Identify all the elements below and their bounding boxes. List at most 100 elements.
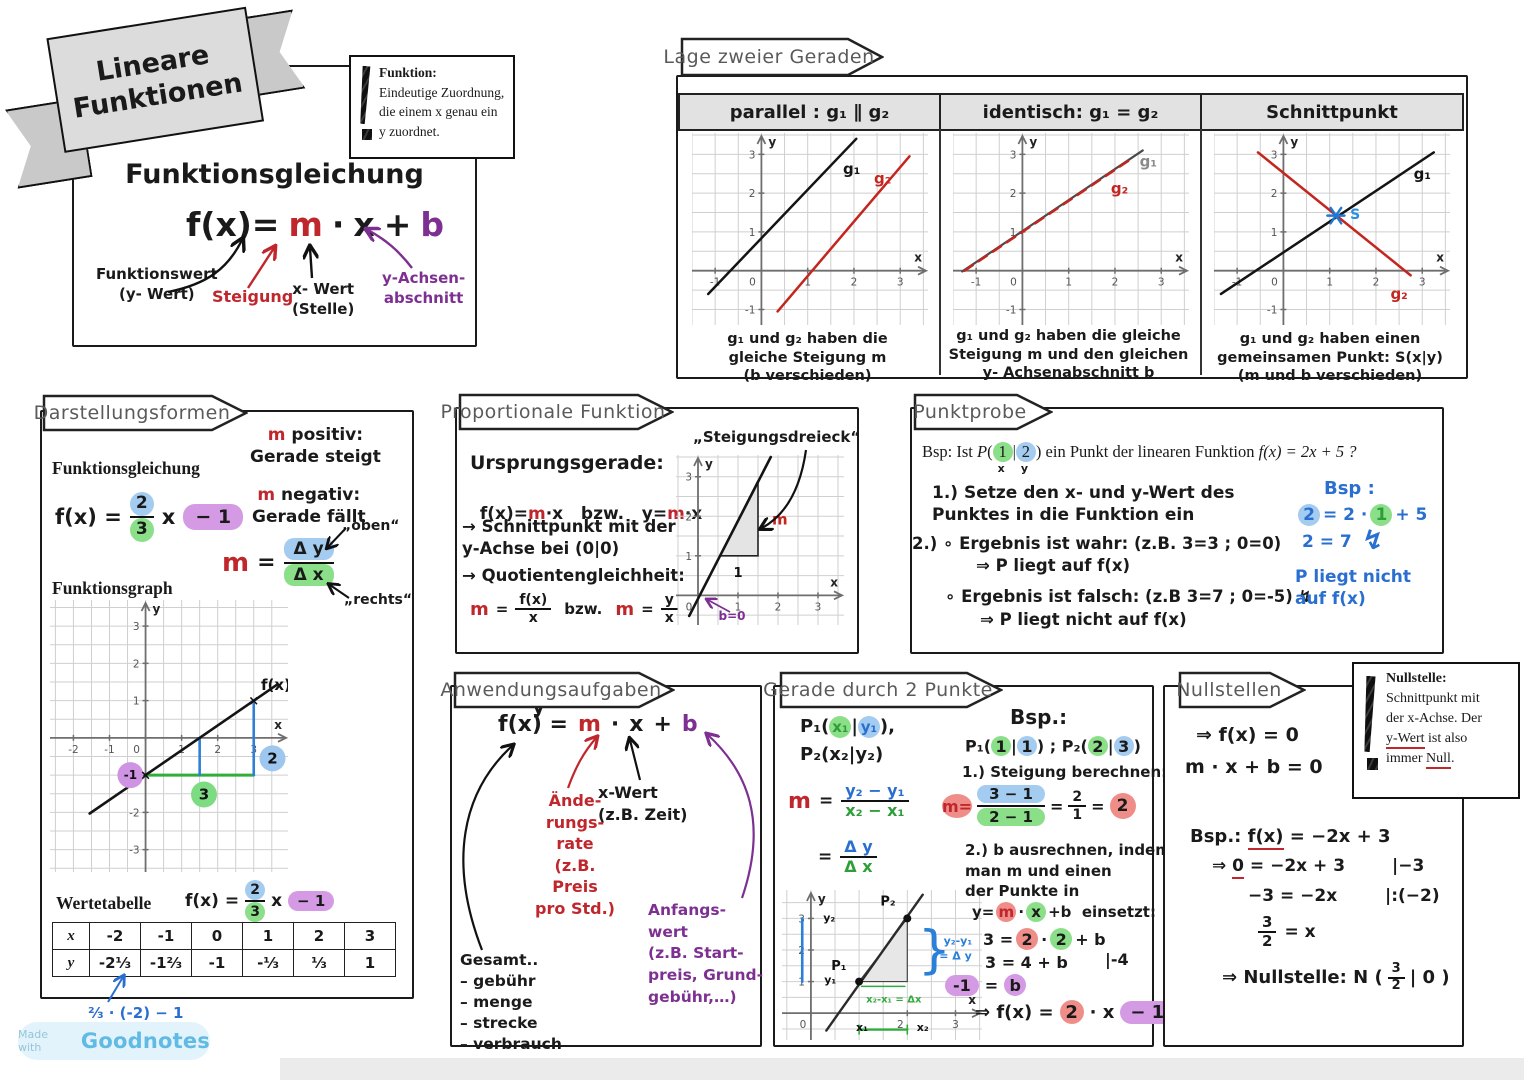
svg-text:3: 3 [199, 786, 209, 804]
nullstelle-exclamation-dot [1367, 758, 1378, 770]
q-eq1: = [495, 600, 509, 619]
cell-y5: ⅓ [293, 949, 345, 977]
pp-P: P [977, 442, 988, 461]
pp-t0: Bsp: Ist [922, 442, 978, 461]
funktionsgleichung-formula: f(x)= m · x + b [186, 205, 444, 244]
zp-punkt2: P₂(x₂|y₂) [800, 744, 884, 765]
zp2b-dot: · [1018, 903, 1025, 921]
svg-text:-1: -1 [104, 744, 114, 756]
zpc1-a: 3 = [983, 929, 1014, 949]
svg-text:g₁: g₁ [843, 160, 860, 178]
ns1-a: ⇒ [1212, 856, 1233, 876]
wertetabelle-calc: ⅔ · (-2) − 1 [88, 1004, 184, 1022]
formula-x: x [353, 205, 375, 244]
zpb-3: 1 [1016, 736, 1037, 756]
zp-step2b: y= m · x +b einsetzt: [972, 902, 1156, 922]
svg-text:-2: -2 [129, 807, 139, 819]
zp-p1b: | [851, 716, 858, 737]
zpb-0: P₁( [965, 736, 992, 756]
cell-x2: -1 [140, 922, 192, 950]
zp-punkt1: P₁(x₁ | y₁), [800, 716, 895, 738]
tab-gerade-durch-2-punkte: Gerade durch 2 Punkte [763, 671, 1003, 709]
zp-calc-line2: 3 = 4 + b [985, 953, 1068, 972]
zpr-b: − 1 [1120, 1000, 1175, 1024]
eq2-den: 3 [245, 902, 266, 922]
funktion-info-box: Funktion: Eindeutige Zuordnung, die einem… [349, 55, 515, 159]
svg-text:m: m [772, 511, 788, 529]
funktion-info-text: Eindeutige Zuordnung, die einem x genau e… [379, 84, 505, 139]
annotation-steigung: Steigung [212, 287, 294, 306]
aw-m: m [577, 712, 601, 737]
pp-py: 2 [1015, 442, 1036, 462]
nullstelle-exclamation-icon [1361, 676, 1377, 753]
svg-text:2: 2 [851, 277, 858, 289]
punktprobe-side-l2: 2 = 7 [1302, 532, 1352, 552]
annotation-yachsenabschnitt: y-Achsen-abschnitt [382, 269, 466, 307]
punktprobe-step3a: ∘ Ergebnis ist falsch: (z.B 3=7 ; 0=-5) … [945, 587, 1313, 606]
svg-text:2: 2 [749, 188, 756, 200]
zp-p1-x: x₁ [829, 716, 852, 738]
cell-y3: -1 [191, 949, 243, 977]
eq2-b: − 1 [288, 891, 335, 911]
m-neg-text2: Gerade fällt [252, 507, 366, 528]
svg-text:y₁: y₁ [824, 974, 836, 987]
punktprobe-side-title: Bsp : [1324, 478, 1375, 499]
meq-dx: Δ x [283, 563, 334, 586]
svg-text:}: } [918, 921, 951, 981]
svg-text:1: 1 [133, 696, 140, 708]
pp-t3: (x) = 2x + 5 ? [1263, 442, 1357, 461]
punktprobe-step1: 1.) Setze den x- und y-Wert des Punktes i… [932, 483, 1235, 526]
zp-num2: Δ y [840, 837, 877, 859]
side-2blue: 2 [1298, 504, 1320, 526]
zp-calc-line1: 3 = 2 · 2 + b [983, 928, 1106, 950]
nb-a: Bsp.: [1190, 826, 1248, 847]
panel-proportionale-funktion [455, 407, 859, 654]
nullstelle-info-title: Nullstelle: [1386, 671, 1447, 686]
eq2-num: 2 [245, 880, 266, 900]
nullstellen-s1: ⇒ 0 = −2x + 3 [1212, 856, 1345, 879]
svg-text:x: x [274, 718, 282, 732]
zp2b-a: y= [972, 903, 995, 921]
formula-plus: + [383, 205, 412, 244]
cell-x4: 1 [242, 922, 294, 950]
zpb-6: | [1107, 736, 1114, 756]
note-m-positiv: m positiv: Gerade steigt [250, 424, 381, 468]
eq2-x: x [271, 891, 283, 911]
svg-text:x: x [968, 993, 976, 1007]
zpb-1: 1 [991, 736, 1012, 756]
ni-l3b: ist also [1424, 730, 1468, 746]
m-red: m [267, 425, 286, 445]
pf-1: f(x)= [479, 504, 528, 524]
caption-identisch: g₁ und g₂ haben die gleiche Steigung m un… [948, 328, 1189, 382]
svg-text:0: 0 [749, 277, 756, 289]
ni-l2: der x-Achse. Der [1386, 710, 1483, 726]
ns3-num: 3 [1258, 913, 1277, 934]
formula-dot: · [331, 205, 345, 244]
zp-bsp-title: Bsp.: [1010, 705, 1068, 729]
tab-lage-label: Lage zweier Geraden [663, 46, 875, 68]
graph-identisch: x y -1 0 1 2 3 -1 1 2 3 g₁ g₂ [953, 133, 1189, 325]
svg-text:g₂: g₂ [874, 169, 891, 187]
svg-text:-1: -1 [710, 277, 720, 289]
zpc3-b: b [1004, 974, 1027, 996]
zp-p1-y: y₁ [857, 716, 880, 738]
graph-parallel: x y -1 0 1 2 3 -1 1 2 3 g₁ g₂ [692, 133, 928, 325]
ni-l4a: immer [1386, 750, 1427, 766]
meq-dy: Δ y [283, 538, 334, 560]
ni-l4b: Null [1426, 750, 1451, 769]
svg-text:x: x [1175, 251, 1183, 265]
svg-text:x: x [914, 251, 922, 265]
svg-text:-1: -1 [1267, 304, 1277, 316]
side-1green: 1 [1370, 504, 1393, 526]
zpc-m: m= [942, 794, 973, 819]
lage-header-parallel: parallel : g₁ ∥ g₂ [678, 93, 941, 131]
svg-text:y: y [705, 457, 713, 471]
svg-text:2: 2 [685, 511, 692, 523]
svg-text:g₂: g₂ [1390, 285, 1407, 303]
eq-intercept: − 1 [183, 504, 244, 530]
zpr-m: 2 [1059, 1000, 1084, 1024]
m-red2: m [257, 485, 276, 505]
